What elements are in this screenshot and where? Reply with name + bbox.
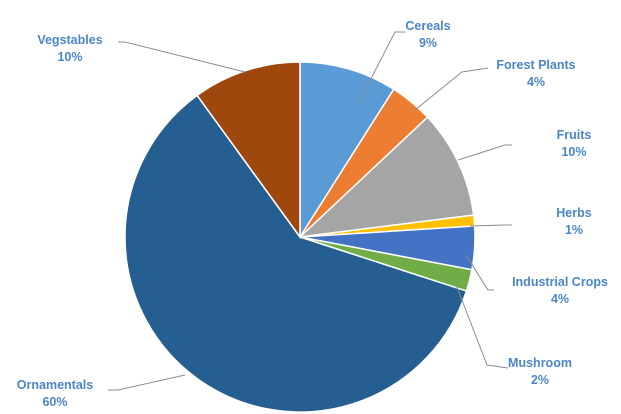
leader-line-cereals (359, 31, 405, 101)
leader-line-industrial-crops (465, 254, 494, 291)
pie-slice-vegstables (196, 61, 301, 240)
slice-value-label: 4% (550, 292, 570, 306)
slice-category-label: Mushroom (508, 356, 572, 370)
slice-value-label: 9% (418, 36, 438, 50)
slice-label-herbs: Herbs 1% (556, 205, 591, 239)
leader-line-herbs (469, 224, 512, 227)
slice-value-label: 2% (530, 373, 550, 387)
slice-label-industrial-crops: Industrial Crops 4% (512, 274, 608, 308)
leader-line-forest-plants (414, 67, 489, 111)
pie-slice-ornamentals (124, 94, 468, 413)
leader-line-ornamentals (108, 374, 186, 391)
slice-category-label: Ornamentals (16, 378, 94, 392)
slice-label-forest-plants: Forest Plants 4% (496, 57, 575, 91)
slice-label-vegstables: Vegstables 10% (37, 32, 102, 66)
slice-label-ornamentals: Ornamentals 60% (17, 377, 93, 411)
slice-value-label: 1% (564, 223, 584, 237)
pie-slice-cereals (299, 61, 395, 240)
slice-category-label: Herbs (556, 206, 592, 220)
leader-line-mushroom (454, 281, 509, 369)
slice-category-label: Fruits (556, 128, 592, 142)
slice-value-label: 4% (526, 75, 546, 89)
slice-label-mushroom: Mushroom 2% (508, 355, 572, 389)
slice-category-label: Industrial Crops (512, 275, 608, 289)
slices-layer (124, 61, 476, 413)
slice-label-fruits: Fruits 10% (557, 127, 592, 161)
slice-category-label: Forest Plants (496, 58, 576, 72)
slice-value-label: 60% (42, 395, 68, 409)
pie-slice-fruits (297, 116, 475, 239)
leader-lines-layer (108, 31, 512, 391)
slice-value-label: 10% (561, 145, 587, 159)
slice-category-label: Cereals (405, 19, 451, 33)
slice-value-label: 10% (57, 50, 83, 64)
slice-label-cereals: Cereals 9% (405, 18, 450, 52)
slice-category-label: Vegstables (37, 33, 103, 47)
leader-line-fruits (457, 144, 512, 161)
leader-line-vegstables (118, 41, 246, 73)
